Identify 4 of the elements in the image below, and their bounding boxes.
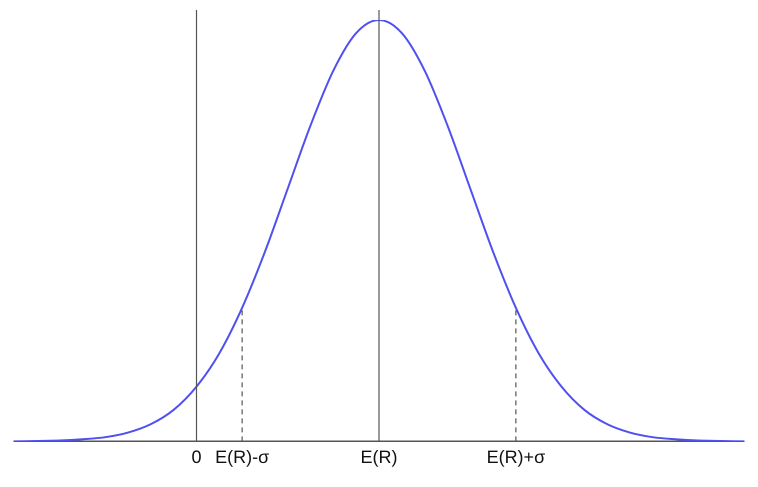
x-tick-label: 0 [191,447,202,468]
x-tick-label: E(R) [360,447,398,468]
x-tick-label: E(R)+σ [486,447,546,468]
x-tick-label: E(R)-σ [215,447,270,468]
